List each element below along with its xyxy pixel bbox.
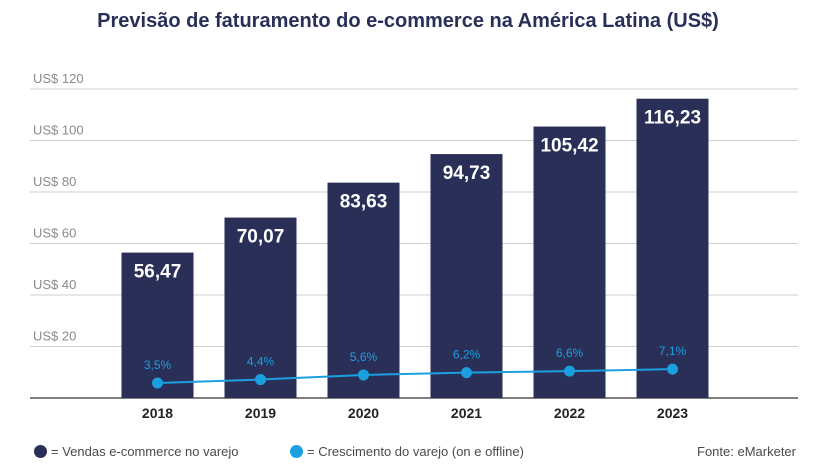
legend-label-line: = Crescimento do varejo (on e offline) bbox=[307, 444, 524, 459]
growth-value-label: 6,2% bbox=[453, 348, 481, 362]
y-tick-label: US$ 120 bbox=[33, 71, 84, 86]
y-tick-label: US$ 60 bbox=[33, 226, 76, 241]
growth-point bbox=[358, 369, 369, 381]
legend-item-line: = Crescimento do varejo (on e offline) bbox=[290, 444, 524, 459]
bar-value-label: 70,07 bbox=[237, 227, 285, 248]
bar-value-label: 116,23 bbox=[644, 108, 701, 129]
growth-point bbox=[667, 363, 678, 375]
x-tick-label: 2019 bbox=[245, 405, 276, 421]
bar-value-label: 56,47 bbox=[134, 262, 182, 283]
x-tick-label: 2023 bbox=[657, 405, 688, 421]
growth-point bbox=[564, 365, 575, 377]
bar-line-chart: US$ 20 US$ 40 US$ 60 US$ 80 US$ 100 US$ 120 5… bbox=[30, 71, 798, 421]
x-tick-label: 2020 bbox=[348, 405, 379, 421]
growth-value-label: 7,1% bbox=[659, 344, 687, 358]
y-tick-label: US$ 100 bbox=[33, 123, 84, 138]
growth-value-label: 5,6% bbox=[350, 350, 378, 364]
bar-value-label: 83,63 bbox=[340, 192, 388, 213]
bar bbox=[224, 217, 297, 398]
growth-value-label: 6,6% bbox=[556, 346, 584, 360]
y-tick-label: US$ 20 bbox=[33, 329, 76, 344]
x-tick-label: 2022 bbox=[554, 405, 585, 421]
bar bbox=[636, 98, 709, 398]
legend-dot-line bbox=[290, 445, 303, 458]
growth-line-path bbox=[157, 368, 673, 385]
legend: = Vendas e-commerce no varejo = Crescime… bbox=[30, 444, 796, 464]
legend-item-bars: = Vendas e-commerce no varejo bbox=[34, 444, 239, 459]
bar-value-label: 94,73 bbox=[443, 163, 491, 184]
x-tick-label: 2021 bbox=[451, 405, 482, 421]
bar bbox=[121, 252, 194, 398]
bar bbox=[327, 182, 400, 398]
growth-point bbox=[461, 367, 472, 379]
x-tick-label: 2018 bbox=[142, 405, 173, 421]
chart-title: Previsão de faturamento do e-commerce na… bbox=[97, 10, 719, 32]
growth-point bbox=[255, 374, 266, 386]
labels: 56,47 2018 70,07 2019 83,63 2020 94,73 2021 105,… bbox=[134, 108, 701, 421]
y-tick-label: US$ 40 bbox=[33, 277, 76, 292]
bar bbox=[533, 126, 606, 398]
growth-point bbox=[152, 377, 163, 389]
y-tick-label: US$ 80 bbox=[33, 174, 76, 189]
bars bbox=[121, 98, 709, 398]
growth-value-label: 3,5% bbox=[144, 358, 172, 372]
bar bbox=[430, 154, 503, 398]
growth-line bbox=[152, 363, 678, 389]
legend-dot-bars bbox=[34, 445, 47, 458]
growth-value-label: 4,4% bbox=[247, 355, 275, 369]
legend-label-bars: = Vendas e-commerce no varejo bbox=[51, 444, 239, 459]
bar-value-label: 105,42 bbox=[540, 136, 598, 157]
source-note: Fonte: eMarketer bbox=[697, 444, 796, 459]
